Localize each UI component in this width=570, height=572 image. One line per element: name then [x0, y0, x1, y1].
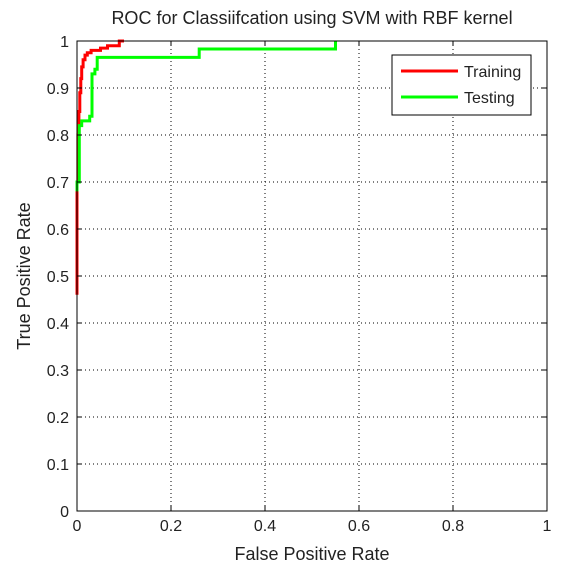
x-tick-label: 0	[73, 518, 82, 535]
legend-label-training: Training	[464, 64, 521, 81]
y-tick-label: 0.5	[47, 269, 69, 286]
y-tick-label: 0.9	[47, 81, 69, 98]
x-tick-label: 1	[543, 518, 552, 535]
y-tick-label: 0.4	[47, 316, 69, 333]
y-tick-label: 0.6	[47, 222, 69, 239]
chart-title: ROC for Classiifcation using SVM with RB…	[111, 8, 512, 28]
x-axis-label: False Positive Rate	[234, 544, 389, 564]
y-tick-label: 0.7	[47, 175, 69, 192]
x-tick-label: 0.2	[160, 518, 182, 535]
x-tick-label: 0.6	[348, 518, 370, 535]
tick-labels: 0 0.2 0.4 0.6 0.8 1 0 0.1 0.2 0.3 0.4 0.5 0.6 0.7 0.8 0…	[47, 34, 552, 535]
y-tick-label: 0.1	[47, 457, 69, 474]
y-tick-label: 1	[60, 34, 69, 51]
y-tick-label: 0	[60, 504, 69, 521]
legend: Training Testing	[391, 54, 532, 116]
y-tick-label: 0.8	[47, 128, 69, 145]
axis-ticks	[76, 40, 548, 512]
y-axis-label: True Positive Rate	[14, 202, 34, 349]
y-tick-label: 0.3	[47, 363, 69, 380]
y-tick-label: 0.2	[47, 410, 69, 427]
x-tick-label: 0.8	[442, 518, 464, 535]
legend-box	[391, 54, 532, 116]
x-tick-label: 0.4	[254, 518, 276, 535]
legend-label-testing: Testing	[464, 90, 515, 107]
